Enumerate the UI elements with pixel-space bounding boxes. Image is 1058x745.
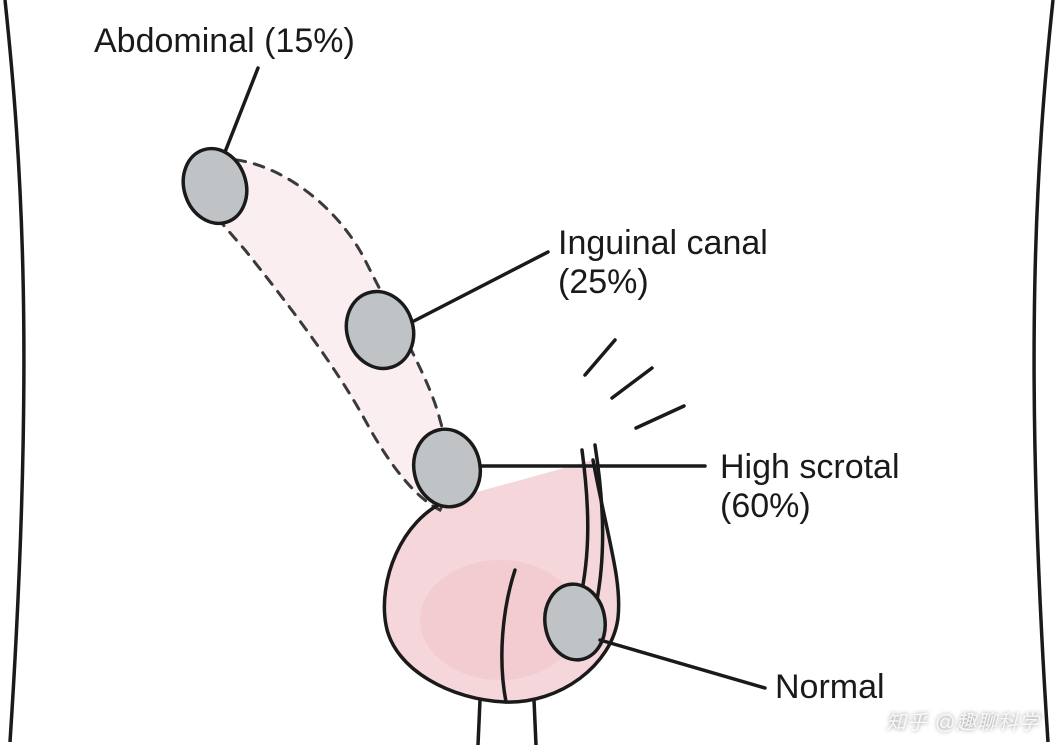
torso-outline-left xyxy=(5,0,24,742)
leader-normal xyxy=(600,640,765,688)
torso-outline-right xyxy=(1034,0,1053,742)
label-inguinal: Inguinal canal (25%) xyxy=(558,224,768,302)
tick-l1 xyxy=(585,340,615,375)
label-abdominal: Abdominal (15%) xyxy=(94,22,355,61)
label-normal: Normal xyxy=(775,668,885,707)
diagram-stage: Abdominal (15%) Inguinal canal (25%) Hig… xyxy=(0,0,1058,745)
diagram-svg xyxy=(0,0,1058,745)
tick-l2 xyxy=(612,368,652,398)
label-high-scrotal: High scrotal (60%) xyxy=(720,448,900,526)
leader-abdominal xyxy=(225,68,258,152)
scrotum-stroke-penis_left xyxy=(478,700,480,745)
tick-l3 xyxy=(636,406,684,428)
leader-inguinal xyxy=(412,252,548,322)
scrotum-stroke-penis_right xyxy=(534,700,536,745)
